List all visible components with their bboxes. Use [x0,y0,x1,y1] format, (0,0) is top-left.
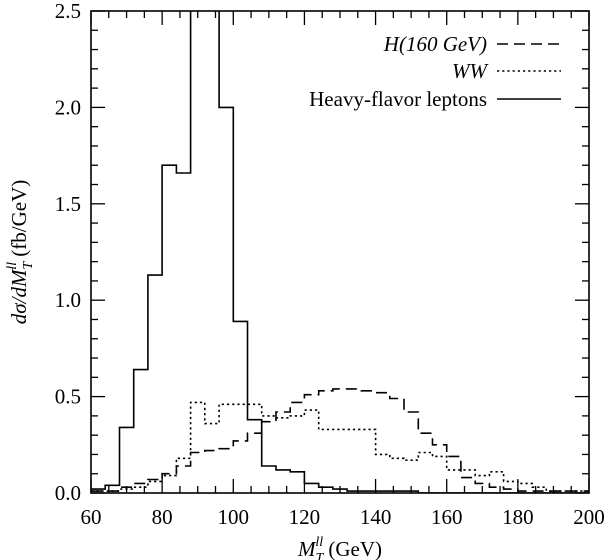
x-tick-label: 140 [360,505,392,529]
y-tick-label: 2.5 [55,0,81,23]
legend-label-0: H(160 GeV) [383,32,487,56]
series-1-step-line [91,401,589,492]
x-tick-label: 120 [289,505,321,529]
x-tick-label: 200 [573,505,605,529]
series-layer [91,11,589,493]
series-2-step-line [91,11,589,493]
ticks-layer [90,10,590,494]
x-axis-label-sup: ll [315,535,323,550]
y-axis-label: dσ/dMTll (fb/GeV) [5,180,36,324]
tick-labels-layer: 60 80 100 120 140 160 180 200 0.0 0.5 1.0 1.5 2.0 2.5 [55,0,605,529]
x-tick-label: 180 [502,505,534,529]
x-tick-label: 60 [81,505,102,529]
y-axis-label-sup: ll [5,262,20,270]
legend: H(160 GeV) WW Heavy-flavor leptons [309,32,561,111]
y-axis-label-unit: (fb/GeV) [7,180,31,262]
x-axis-label-sub: T [316,551,325,560]
legend-label-2: Heavy-flavor leptons [309,87,487,111]
x-axis-label-unit: (GeV) [323,537,382,560]
y-tick-label: 1.0 [55,288,81,312]
y-axis-label-sub: T [21,261,36,270]
y-tick-label: 1.5 [55,192,81,216]
x-axis-label: MTll (GeV) [297,535,382,560]
x-tick-label: 100 [218,505,250,529]
x-tick-label: 160 [431,505,463,529]
legend-label-1: WW [452,59,489,83]
y-tick-label: 0.0 [55,481,81,505]
series-0-step-line [91,388,589,492]
y-axis-label-var: dσ/dM [7,268,31,324]
y-tick-label: 2.0 [55,95,81,119]
plot-frame [90,10,590,494]
x-tick-label: 80 [152,505,173,529]
y-tick-label: 0.5 [55,385,81,409]
x-axis-label-var: M [297,537,317,560]
